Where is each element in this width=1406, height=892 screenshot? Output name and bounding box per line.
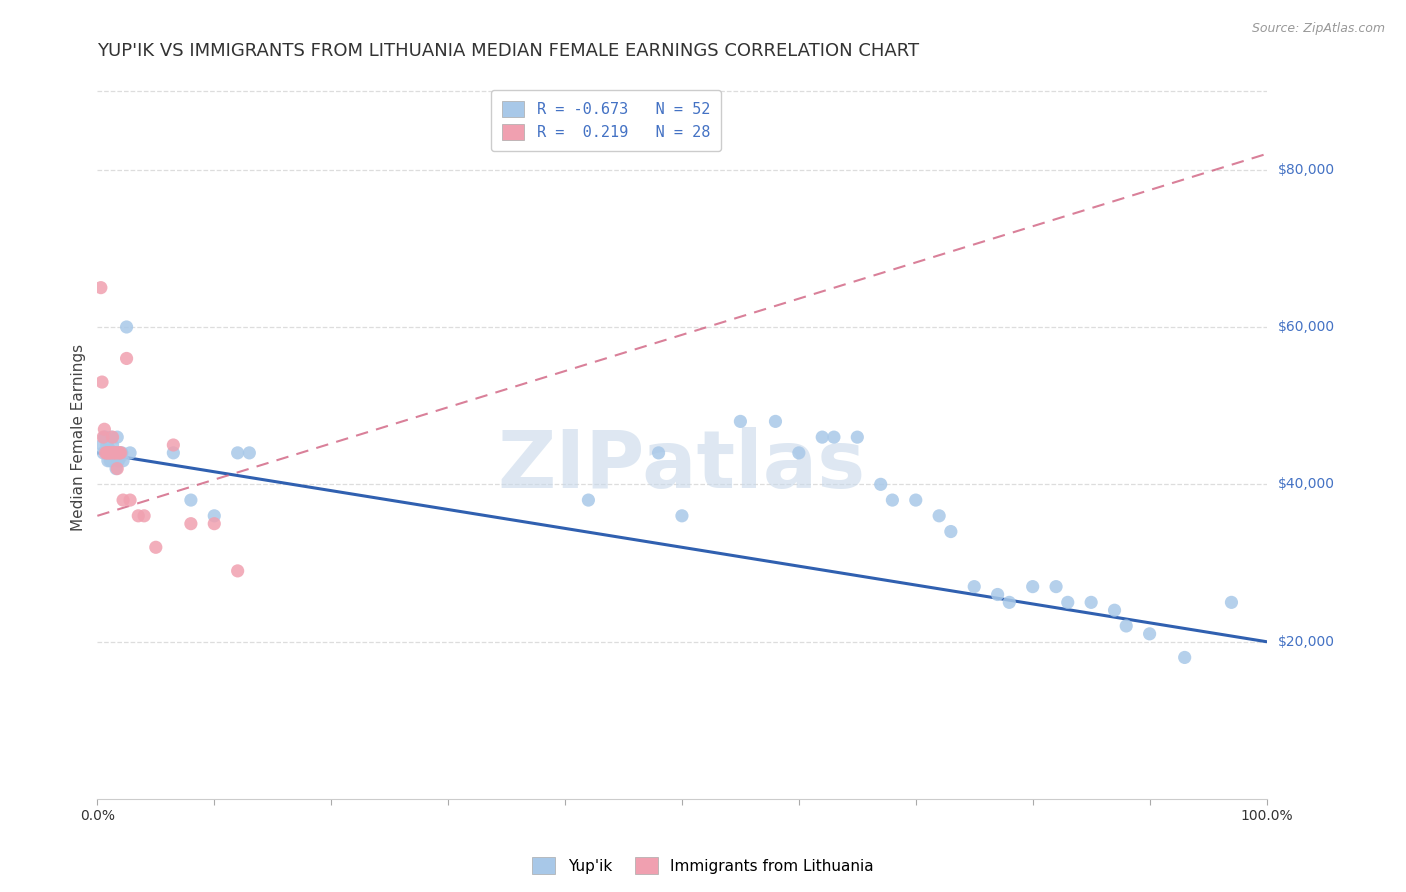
Text: $40,000: $40,000	[1278, 477, 1334, 491]
Point	[1115, 619, 1137, 633]
Point	[98, 442, 121, 456]
Legend: R = -0.673   N = 52, R =  0.219   N = 28: R = -0.673 N = 52, R = 0.219 N = 28	[491, 90, 721, 151]
Point	[94, 446, 117, 460]
Text: $80,000: $80,000	[1278, 162, 1334, 177]
Point	[120, 446, 142, 460]
Point	[97, 454, 120, 468]
Point	[101, 430, 124, 444]
Point	[787, 446, 810, 460]
Point	[811, 430, 834, 444]
Point	[162, 446, 184, 460]
Point	[730, 414, 752, 428]
Point	[1045, 580, 1067, 594]
Point	[127, 508, 149, 523]
Point	[928, 508, 950, 523]
Text: YUP'IK VS IMMIGRANTS FROM LITHUANIA MEDIAN FEMALE EARNINGS CORRELATION CHART: YUP'IK VS IMMIGRANTS FROM LITHUANIA MEDI…	[97, 42, 920, 60]
Point	[1080, 595, 1102, 609]
Point	[987, 587, 1010, 601]
Point	[882, 493, 904, 508]
Point	[96, 446, 118, 460]
Point	[105, 430, 128, 444]
Point	[108, 446, 131, 460]
Point	[105, 461, 128, 475]
Point	[107, 446, 129, 460]
Point	[110, 446, 132, 460]
Point	[103, 446, 125, 460]
Point	[94, 430, 117, 444]
Point	[180, 516, 202, 531]
Point	[112, 493, 135, 508]
Point	[1104, 603, 1126, 617]
Point	[963, 580, 986, 594]
Point	[97, 446, 120, 460]
Point	[100, 430, 122, 444]
Point	[180, 493, 202, 508]
Point	[202, 516, 225, 531]
Point	[105, 446, 128, 460]
Point	[1139, 627, 1161, 641]
Point	[576, 493, 599, 508]
Point	[93, 430, 115, 444]
Point	[104, 446, 127, 460]
Point	[765, 414, 787, 428]
Text: $60,000: $60,000	[1278, 320, 1334, 334]
Text: $20,000: $20,000	[1278, 635, 1334, 648]
Point	[96, 438, 118, 452]
Point	[111, 446, 134, 460]
Point	[105, 461, 128, 475]
Point	[226, 446, 249, 460]
Point	[90, 280, 112, 294]
Point	[869, 477, 891, 491]
Point	[120, 493, 142, 508]
Point	[115, 320, 138, 334]
Point	[1220, 595, 1243, 609]
Point	[112, 454, 135, 468]
Point	[671, 508, 693, 523]
Point	[162, 438, 184, 452]
Point	[91, 438, 114, 452]
Point	[93, 422, 115, 436]
Point	[104, 446, 127, 460]
Point	[846, 430, 869, 444]
Point	[98, 454, 121, 468]
Text: ZIPatlas: ZIPatlas	[498, 427, 866, 505]
Point	[998, 595, 1021, 609]
Point	[226, 564, 249, 578]
Point	[98, 446, 121, 460]
Point	[1174, 650, 1197, 665]
Point	[110, 450, 132, 464]
Point	[238, 446, 260, 460]
Point	[91, 446, 114, 460]
Point	[823, 430, 845, 444]
Point	[91, 375, 114, 389]
Point	[107, 454, 129, 468]
Point	[101, 438, 124, 452]
Point	[647, 446, 669, 460]
Point	[91, 430, 114, 444]
Point	[98, 446, 121, 460]
Point	[108, 446, 131, 460]
Legend: Yup'ik, Immigrants from Lithuania: Yup'ik, Immigrants from Lithuania	[526, 851, 880, 880]
Point	[939, 524, 962, 539]
Point	[904, 493, 927, 508]
Text: Source: ZipAtlas.com: Source: ZipAtlas.com	[1251, 22, 1385, 36]
Point	[145, 541, 167, 555]
Point	[134, 508, 156, 523]
Point	[100, 446, 122, 460]
Point	[103, 446, 125, 460]
Point	[1021, 580, 1043, 594]
Y-axis label: Median Female Earnings: Median Female Earnings	[72, 343, 86, 531]
Point	[1056, 595, 1078, 609]
Point	[115, 351, 138, 366]
Point	[202, 508, 225, 523]
